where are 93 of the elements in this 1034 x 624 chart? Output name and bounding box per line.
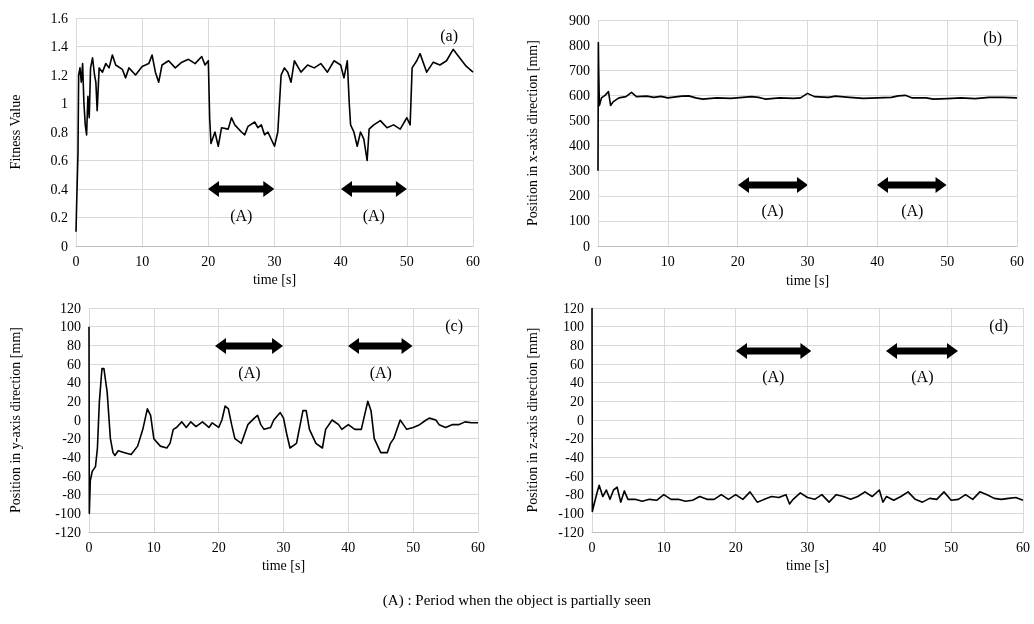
x-tick-label: 10 (656, 539, 671, 555)
x-axis-title: time [s] (261, 558, 306, 574)
y-axis-title: Position in z-axis direction [mm] (524, 327, 540, 513)
y-tick-label: 120 (60, 300, 81, 316)
y-tick-label: -60 (62, 468, 81, 484)
y-tick-label: 1.4 (50, 39, 68, 54)
y-tick-label: -80 (565, 487, 584, 503)
y-tick-label: 40 (570, 375, 584, 391)
x-tick-label: 60 (1010, 253, 1024, 269)
y-tick-label: -20 (565, 431, 584, 447)
y-tick-label: -100 (558, 505, 584, 521)
y-tick-label: 120 (563, 300, 584, 316)
y-tick-label: 20 (67, 393, 81, 409)
text: (A) : Period when the object is partially seen (381, 592, 653, 609)
x-tick-label: 20 (730, 253, 745, 269)
text: (b) (983, 28, 1002, 47)
y-tick-label: 900 (569, 12, 590, 28)
x-tick-label: 10 (146, 539, 161, 555)
annotation: (A) (362, 206, 385, 225)
x-tick-label: 60 (471, 539, 485, 555)
y-tick-label: 0 (61, 238, 68, 254)
x-axis-title: time [s] (785, 272, 830, 288)
y-tick-label: 0 (577, 412, 584, 428)
y-tick-label: 100 (60, 319, 81, 335)
y-tick-label: -120 (55, 524, 81, 540)
y-tick-label: 0.4 (50, 181, 68, 197)
x-tick-label: 50 (940, 253, 955, 269)
x-tick-label: 50 (944, 539, 959, 555)
y-tick-label: -80 (62, 487, 81, 503)
x-tick-label: 0 (594, 253, 602, 269)
y-tick-label: -40 (565, 449, 584, 465)
y-axis-title: Fitness Value (7, 94, 23, 170)
y-tick-label: 1.2 (50, 67, 68, 83)
x-tick-label: 20 (728, 539, 743, 555)
y-axis-title: Position in x-axis direction [mm] (524, 40, 540, 226)
x-tick-label: 30 (800, 539, 815, 555)
y-tick-label: 0.8 (50, 124, 68, 140)
y-axis-title: Position in y-axis direction [mm] (7, 327, 23, 513)
x-tick-label: 30 (276, 539, 291, 555)
annotation: (A) (911, 368, 934, 387)
x-tick-label: 40 (872, 539, 887, 555)
y-tick-label: 0 (583, 238, 590, 254)
y-tick-label: 0.2 (50, 210, 68, 225)
y-tick-label: -20 (62, 431, 81, 447)
line-series (75, 48, 474, 233)
x-axis-title: time [s] (252, 272, 297, 288)
y-tick-label: 700 (569, 62, 590, 78)
y-tick-label: 20 (570, 393, 584, 409)
x-tick-label: 30 (267, 253, 282, 269)
y-tick-label: 800 (569, 37, 590, 53)
annotation: (A) (230, 206, 253, 225)
y-tick-label: 600 (569, 87, 590, 103)
x-tick-label: 40 (333, 253, 348, 269)
x-tick-label: 40 (341, 539, 356, 555)
y-tick-label: -100 (55, 505, 81, 521)
y-tick-label: 1 (61, 96, 68, 111)
annotation: (A) (762, 368, 785, 387)
y-tick-label: 40 (67, 375, 81, 391)
x-axis-title: time [s] (785, 558, 830, 574)
y-tick-label: 400 (569, 138, 590, 154)
x-tick-label: 40 (870, 253, 885, 269)
x-tick-label: 50 (399, 253, 414, 269)
y-tick-label: 1.6 (50, 10, 68, 26)
y-tick-label: 0 (74, 412, 81, 428)
annotation: (A) (369, 363, 392, 382)
y-tick-label: -60 (565, 468, 584, 484)
annotation: (A) (901, 202, 924, 221)
text: (d) (989, 316, 1008, 335)
annotation: (A) (238, 363, 261, 382)
annotation: (A) (761, 202, 784, 221)
x-tick-label: 10 (660, 253, 675, 269)
y-tick-label: -120 (558, 524, 584, 540)
y-tick-label: 60 (570, 356, 584, 372)
x-tick-label: 30 (800, 253, 815, 269)
y-tick-label: 80 (570, 337, 584, 353)
y-tick-label: 300 (569, 163, 590, 179)
x-tick-label: 60 (1016, 539, 1030, 555)
y-tick-label: 60 (67, 356, 81, 372)
y-tick-label: 0.6 (50, 153, 68, 168)
text: (c) (445, 316, 464, 335)
text: (a) (440, 26, 459, 45)
y-tick-label: 500 (569, 112, 590, 128)
y-tick-label: 100 (563, 319, 584, 335)
x-tick-label: 0 (85, 539, 93, 555)
y-tick-label: 100 (569, 213, 590, 229)
x-tick-label: 10 (135, 253, 150, 269)
y-tick-label: 200 (569, 188, 590, 204)
x-tick-label: 60 (466, 253, 480, 269)
x-tick-label: 20 (211, 539, 226, 555)
x-tick-label: 20 (201, 253, 216, 269)
y-tick-label: 80 (67, 337, 81, 353)
x-tick-label: 50 (406, 539, 421, 555)
y-tick-label: -40 (62, 449, 81, 465)
